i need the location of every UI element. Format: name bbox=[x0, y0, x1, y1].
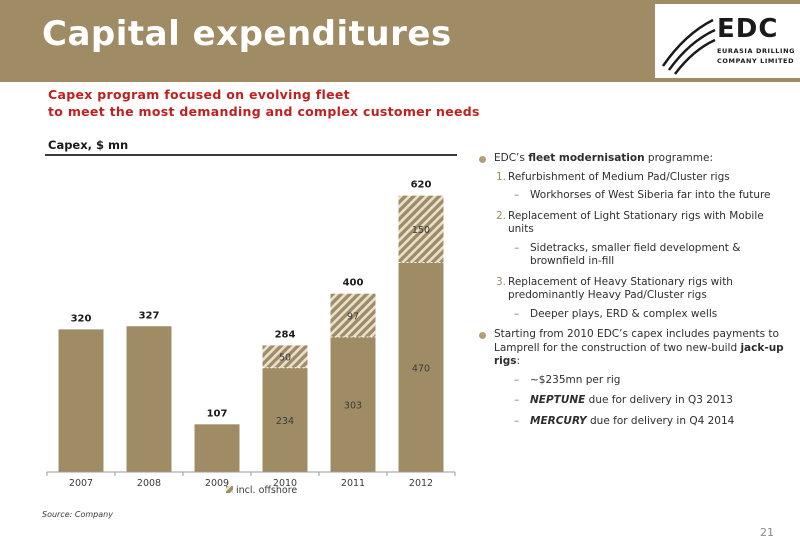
dash-marker: – bbox=[514, 189, 520, 201]
chart-label: Capex, $ mn bbox=[48, 138, 129, 152]
logo-subtitle-line1: EURASIA DRILLING bbox=[717, 47, 796, 55]
rig-name-neptune: NEPTUNE bbox=[530, 394, 586, 406]
item-text: Refurbishment of Medium Pad/Cluster rigs bbox=[508, 170, 730, 183]
chart-label-underline bbox=[45, 154, 457, 156]
data-label-offshore-2010: 50 bbox=[279, 353, 291, 364]
dash-text: Sidetracks, smaller field development & … bbox=[530, 241, 741, 268]
data-label-base-2010: 234 bbox=[276, 416, 294, 427]
bullet-bold-text: fleet modernisation bbox=[528, 152, 645, 164]
page-title: Capital expenditures bbox=[42, 14, 452, 54]
data-label-total-2008: 327 bbox=[139, 310, 160, 321]
data-label-base-2011: 303 bbox=[344, 400, 362, 411]
bullet-jackup-rigs: Starting from 2010 EDC’s capex includes … bbox=[476, 328, 786, 369]
bar-offshore-2011 bbox=[330, 293, 376, 337]
data-label-base-2012: 470 bbox=[412, 363, 430, 374]
dash-item-5: – NEPTUNE due for delivery in Q3 2013 bbox=[476, 394, 786, 408]
bullet-dot-icon bbox=[479, 156, 486, 163]
numbered-item-1: 1. Refurbishment of Medium Pad/Cluster r… bbox=[476, 171, 786, 185]
logo-name: EDC bbox=[717, 14, 779, 44]
rig-name-mercury: MERCURY bbox=[530, 414, 587, 427]
item-number: 3. bbox=[496, 275, 507, 288]
bullet-list: EDC’s fleet modernisation programme: 1. … bbox=[476, 152, 786, 435]
dash-text: Deeper plays, ERD & complex wells bbox=[530, 307, 718, 320]
data-label-offshore-2012: 150 bbox=[412, 225, 430, 236]
dash-item-4: – ~$235mn per rig bbox=[476, 374, 786, 388]
dash-marker: – bbox=[514, 241, 520, 254]
bullet-fleet-modernisation: EDC’s fleet modernisation programme: bbox=[476, 152, 786, 166]
legend-label-offshore: incl. offshore bbox=[236, 485, 297, 496]
chart-legend: incl. offshore bbox=[226, 485, 297, 496]
bar-offshore-2012 bbox=[398, 195, 444, 263]
dash-item-3: – Deeper plays, ERD & complex wells bbox=[476, 308, 786, 322]
bullet-text: Starting from 2010 EDC’s capex includes … bbox=[494, 328, 779, 354]
data-label-total-2010: 284 bbox=[275, 329, 296, 340]
dash-item-6: – MERCURY due for delivery in Q4 2014 bbox=[476, 415, 786, 429]
slide-subtitle: Capex program focused on evolving fleet … bbox=[48, 86, 480, 120]
bar-base-2012 bbox=[398, 262, 444, 472]
bar-base-2011 bbox=[330, 336, 376, 472]
legend-swatch-offshore bbox=[226, 486, 233, 493]
x-tick-label-2012: 2012 bbox=[409, 478, 433, 489]
item-text: Replacement of Light Stationary rigs wit… bbox=[508, 209, 764, 236]
dash-text: due for delivery in Q3 2013 bbox=[585, 394, 733, 406]
company-logo: EDC EURASIA DRILLING COMPANY LIMITED bbox=[655, 4, 800, 78]
page-number: 21 bbox=[760, 526, 774, 539]
bar-base-2009 bbox=[194, 424, 240, 472]
data-label-total-2007: 320 bbox=[71, 313, 92, 324]
dash-text: Workhorses of West Siberia far into the … bbox=[530, 189, 771, 201]
bullet-text: : bbox=[516, 355, 521, 367]
item-number: 1. bbox=[496, 170, 507, 183]
bar-base-2007 bbox=[58, 329, 104, 472]
x-tick-label-2007: 2007 bbox=[69, 478, 93, 489]
x-tick-label-2011: 2011 bbox=[341, 478, 365, 489]
item-number: 2. bbox=[496, 209, 507, 222]
dash-text: due for delivery in Q4 2014 bbox=[586, 414, 735, 427]
subtitle-line1: Capex program focused on evolving fleet bbox=[48, 87, 350, 102]
dash-item-2: – Sidetracks, smaller field development … bbox=[476, 242, 786, 269]
bar-base-2008 bbox=[126, 326, 172, 472]
data-label-offshore-2011: 97 bbox=[347, 311, 359, 322]
logo-swoosh-icon bbox=[661, 18, 716, 75]
dash-marker: – bbox=[514, 307, 520, 320]
numbered-item-2: 2. Replacement of Light Stationary rigs … bbox=[476, 210, 786, 237]
bullet-dot-icon bbox=[479, 332, 486, 339]
bullet-bold-text: jack-up rigs bbox=[494, 341, 784, 368]
bar-base-2010 bbox=[262, 367, 308, 472]
logo-subtitle-line2: COMPANY LIMITED bbox=[717, 57, 795, 65]
x-tick-label-2010: 2010 bbox=[273, 478, 297, 489]
data-label-total-2012: 620 bbox=[411, 180, 432, 191]
data-label-total-2009: 107 bbox=[207, 408, 228, 419]
bullet-text: EDC’s bbox=[494, 152, 529, 164]
source-note: Source: Company bbox=[42, 510, 113, 519]
item-text: Replacement of Heavy Stationary rigs wit… bbox=[508, 275, 733, 302]
data-label-total-2011: 400 bbox=[343, 278, 364, 289]
dash-text: ~$235mn per rig bbox=[530, 373, 621, 386]
subtitle-line2: to meet the most demanding and complex c… bbox=[48, 104, 480, 119]
x-tick-label-2009: 2009 bbox=[205, 478, 229, 489]
bullet-text: programme: bbox=[644, 152, 713, 164]
dash-marker: – bbox=[514, 373, 520, 386]
dash-marker: – bbox=[514, 414, 520, 427]
dash-marker: – bbox=[514, 394, 520, 406]
x-tick-label-2008: 2008 bbox=[137, 478, 161, 489]
bar-offshore-2010 bbox=[262, 345, 308, 368]
dash-item-1: – Workhorses of West Siberia far into th… bbox=[476, 189, 786, 203]
numbered-item-3: 3. Replacement of Heavy Stationary rigs … bbox=[476, 276, 786, 303]
capex-bar-chart: 320 327 107 50 234 284 97 303 400 150 470 620 2007 2… bbox=[46, 180, 456, 496]
